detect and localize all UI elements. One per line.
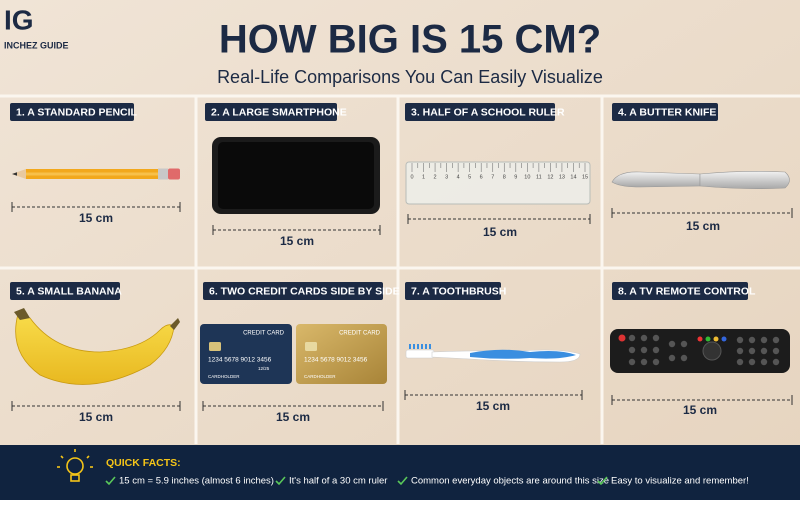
logo: IG INCHEZ GUIDE bbox=[4, 4, 69, 50]
ruler-number: 10 bbox=[524, 174, 530, 180]
item-label: 5. A SMALL BANANA bbox=[16, 285, 122, 297]
remote-button bbox=[680, 340, 688, 348]
remote-button bbox=[652, 346, 660, 354]
title: HOW BIG IS 15 CM? bbox=[219, 18, 601, 62]
ruler-number: 4 bbox=[457, 174, 460, 180]
facts: 15 cm = 5.9 inches (almost 6 inches) It's… bbox=[105, 476, 749, 487]
banana bbox=[14, 308, 180, 385]
item-label: 1. A STANDARD PENCIL bbox=[16, 106, 138, 118]
subtitle: Real-Life Comparisons You Can Easily Vis… bbox=[217, 67, 603, 87]
check-icon bbox=[397, 476, 408, 486]
remote-button bbox=[628, 346, 636, 354]
remote-button bbox=[640, 358, 648, 366]
ruler-number: 7 bbox=[491, 174, 494, 180]
item-label: 4. A BUTTER KNIFE bbox=[618, 106, 716, 118]
measure-label: 15 cm bbox=[280, 234, 314, 248]
pencil bbox=[12, 168, 180, 180]
smartphone bbox=[212, 137, 380, 214]
card-number: 1234 5678 9012 3456 bbox=[208, 357, 272, 364]
remote-button bbox=[736, 358, 744, 366]
ruler-number: 9 bbox=[514, 174, 517, 180]
ruler-number: 1 bbox=[422, 174, 425, 180]
remote-button bbox=[772, 347, 780, 355]
measure-label: 15 cm bbox=[276, 410, 310, 424]
check-icon bbox=[105, 476, 116, 486]
ruler-number: 2 bbox=[434, 174, 437, 180]
logo-name: INCHEZ GUIDE bbox=[4, 40, 69, 50]
ruler-number: 11 bbox=[536, 174, 542, 180]
remote-button bbox=[736, 347, 744, 355]
ruler: 0 1 2 3 4 5 6 7 8 9 10 11 12 13 14 15 bbox=[405, 161, 591, 205]
measure-label: 15 cm bbox=[79, 410, 113, 424]
remote-button bbox=[668, 340, 676, 348]
ruler-number: 15 bbox=[582, 174, 588, 180]
ruler-number: 12 bbox=[547, 174, 553, 180]
card-holder: CARDHOLDER bbox=[208, 374, 240, 379]
measure-label: 15 cm bbox=[483, 225, 517, 239]
remote-button bbox=[760, 358, 768, 366]
ruler-number: 0 bbox=[410, 174, 413, 180]
footer bbox=[0, 445, 800, 500]
bulb-icon bbox=[57, 449, 93, 482]
credit-card: CREDIT CARD 1234 5678 9012 3456 12/25 CA… bbox=[200, 324, 292, 384]
measure-label: 15 cm bbox=[686, 219, 720, 233]
ruler-number: 3 bbox=[445, 174, 448, 180]
ruler-number: 14 bbox=[570, 174, 576, 180]
remote-button bbox=[652, 334, 660, 342]
card-expiry: 12/25 bbox=[258, 366, 270, 371]
ruler-number: 13 bbox=[559, 174, 565, 180]
card-holder: CARDHOLDER bbox=[304, 374, 336, 379]
remote-button bbox=[760, 336, 768, 344]
butter-knife bbox=[611, 171, 790, 189]
fact: 15 cm = 5.9 inches (almost 6 inches) bbox=[119, 476, 274, 487]
check-icon bbox=[275, 476, 286, 486]
card-heading: CREDIT CARD bbox=[339, 331, 381, 337]
remote-button bbox=[748, 358, 756, 366]
measure-label: 15 cm bbox=[476, 399, 510, 413]
remote-button bbox=[748, 336, 756, 344]
card-number: 1234 5678 9012 3456 bbox=[304, 357, 368, 364]
remote-button bbox=[652, 358, 660, 366]
remote-button bbox=[628, 358, 636, 366]
measure-label: 15 cm bbox=[683, 403, 717, 417]
remote-button bbox=[772, 336, 780, 344]
item-label: 8. A TV REMOTE CONTROL bbox=[618, 285, 756, 297]
tv-remote bbox=[610, 329, 790, 373]
toothbrush bbox=[405, 344, 581, 363]
fact: Easy to visualize and remember! bbox=[611, 476, 749, 487]
remote-button bbox=[748, 347, 756, 355]
item-label: 2. A LARGE SMARTPHONE bbox=[211, 106, 347, 118]
check-icon bbox=[597, 476, 608, 486]
measure-label: 15 cm bbox=[79, 211, 113, 225]
fact: It's half of a 30 cm ruler bbox=[289, 476, 387, 487]
logo-mark: IG bbox=[4, 4, 34, 35]
item-label: 3. HALF OF A SCHOOL RULER bbox=[411, 106, 565, 118]
remote-button bbox=[668, 354, 676, 362]
item-label: 7. A TOOTHBRUSH bbox=[411, 285, 506, 297]
credit-card: CREDIT CARD 1234 5678 9012 3456 CARDHOLD… bbox=[296, 324, 387, 384]
ruler-number: 6 bbox=[480, 174, 483, 180]
remote-button bbox=[772, 358, 780, 366]
ruler-number: 5 bbox=[468, 174, 471, 180]
remote-button bbox=[736, 336, 744, 344]
remote-button bbox=[640, 346, 648, 354]
facts-heading: QUICK FACTS: bbox=[106, 457, 181, 469]
item-labels: 1. A STANDARD PENCIL 2. A LARGE SMARTPHO… bbox=[10, 103, 756, 300]
remote-button bbox=[760, 347, 768, 355]
fact: Common everyday objects are around this … bbox=[411, 476, 609, 487]
ruler-number: 8 bbox=[503, 174, 506, 180]
panel-dividers bbox=[0, 94, 800, 444]
item-label: 6. TWO CREDIT CARDS SIDE BY SIDE bbox=[209, 285, 400, 297]
remote-button bbox=[680, 354, 688, 362]
remote-button bbox=[640, 334, 648, 342]
remote-button bbox=[628, 334, 636, 342]
card-heading: CREDIT CARD bbox=[243, 331, 285, 337]
